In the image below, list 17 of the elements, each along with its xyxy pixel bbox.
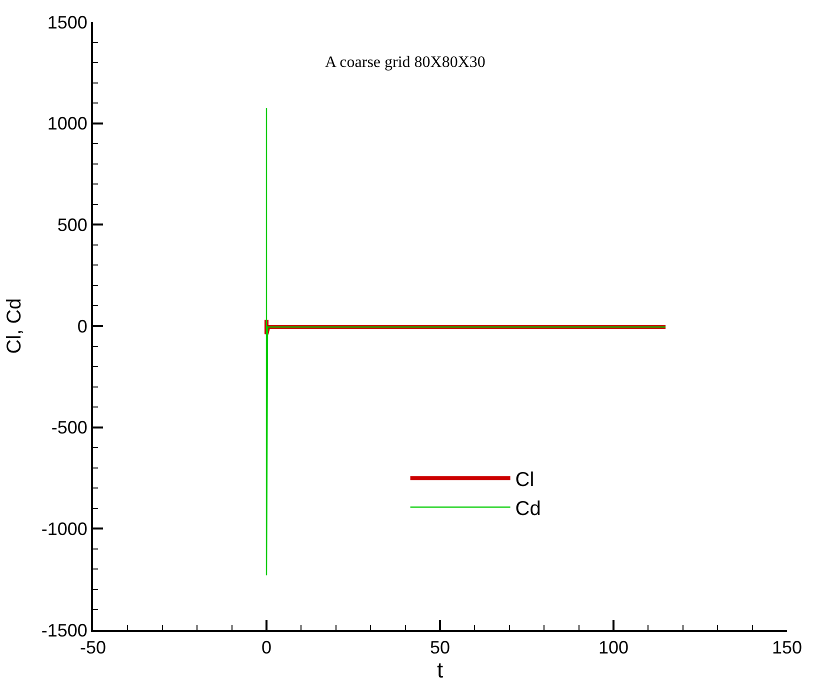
- y-tick-label: 0: [77, 316, 88, 336]
- x-tick-label: -50: [80, 638, 106, 658]
- y-tick-label: 1000: [47, 114, 88, 134]
- y-tick-label: -1000: [41, 518, 88, 539]
- x-axis-title: t: [436, 658, 444, 683]
- legend-label: Cl: [515, 468, 534, 491]
- y-tick-label: -1500: [41, 620, 88, 640]
- y-tick-label: 500: [57, 214, 88, 235]
- y-tick-label: -500: [51, 418, 88, 438]
- y-axis-title: Cl, Cd: [3, 298, 26, 354]
- x-tick-label: 100: [598, 638, 629, 658]
- x-tick-label: 150: [772, 638, 802, 658]
- y-tick-label: 1500: [47, 12, 88, 32]
- annotation: A coarse grid 80X80X30: [325, 54, 486, 71]
- x-tick-label: 50: [430, 638, 450, 658]
- legend-label: Cd: [515, 498, 541, 520]
- x-tick-label: 0: [261, 638, 272, 658]
